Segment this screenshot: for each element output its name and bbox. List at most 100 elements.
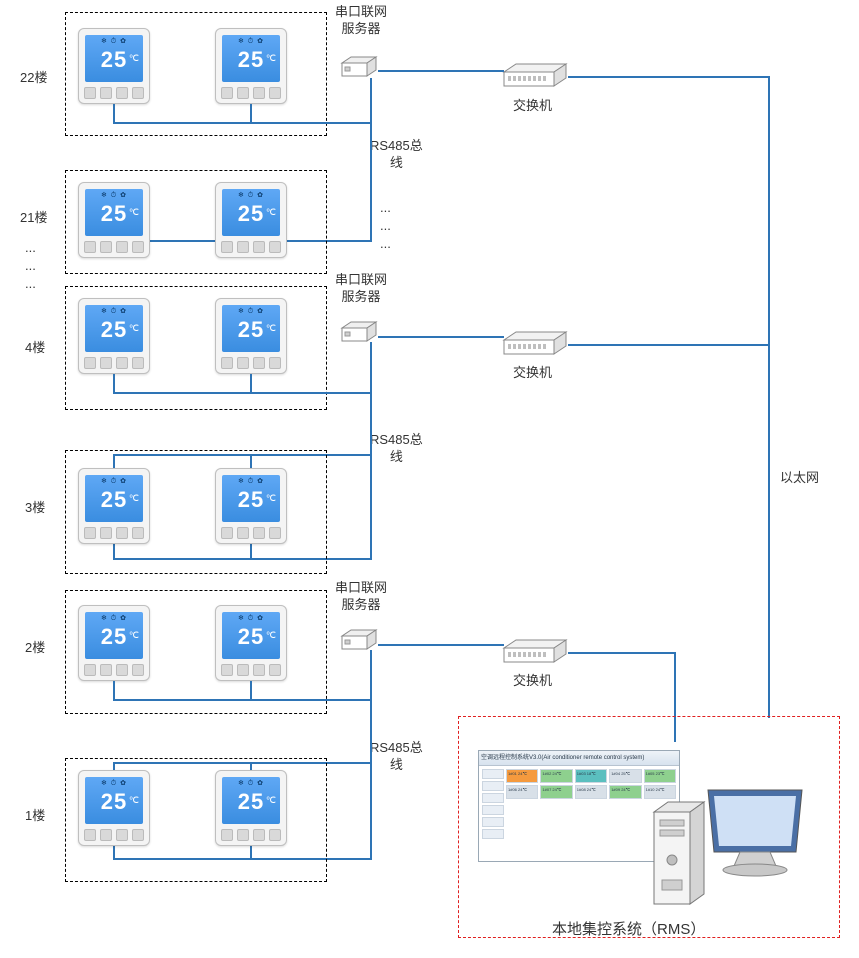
thermostat-icons: ❄ ⏱ ✿ [222, 779, 280, 788]
rms-tile: 1#01 24℃ [506, 769, 538, 783]
floor-label-floor-22: 22楼 [20, 70, 47, 87]
rms-tile: 1#04 25℃ [609, 769, 641, 783]
rms-tile: 1#03 18℃ [575, 769, 607, 783]
rs485-line [113, 104, 115, 124]
floor-label-floor-3: 3楼 [25, 500, 45, 517]
thermostat-icons: ❄ ⏱ ✿ [222, 614, 280, 623]
thermostat-icons: ❄ ⏱ ✿ [85, 191, 143, 200]
thermostat-device: ❄ ⏱ ✿25℃ [78, 182, 150, 258]
thermostat-unit: ℃ [129, 493, 139, 504]
switch-icon [500, 330, 570, 360]
thermostat-buttons [84, 241, 144, 253]
switch-icon [500, 62, 570, 92]
diagram-canvas: 22楼 ❄ ⏱ ✿25℃ ❄ ⏱ ✿25℃ 串口联网 服务器 交换机 RS485总 线… [0, 0, 859, 958]
thermostat-device: ❄ ⏱ ✿25℃ [78, 605, 150, 681]
thermostat-icons: ❄ ⏱ ✿ [222, 191, 280, 200]
rs485-line [250, 104, 252, 124]
thermostat-device: ❄ ⏱ ✿25℃ [215, 605, 287, 681]
thermostat-device: ❄ ⏱ ✿25℃ [215, 182, 287, 258]
thermostat-unit: ℃ [129, 53, 139, 64]
rs485-line [113, 374, 115, 394]
thermostat-unit: ℃ [129, 207, 139, 218]
serial-server-icon [339, 628, 379, 653]
thermostat-unit: ℃ [129, 630, 139, 641]
switch-label: 交换机 [513, 98, 552, 115]
rs485-line [370, 762, 372, 860]
ethernet-line [568, 344, 770, 346]
thermostat-buttons [221, 241, 281, 253]
ethernet-line [568, 76, 770, 78]
rs485-bus-label: RS485总 线 [370, 432, 423, 466]
rs485-line [370, 342, 372, 456]
thermostat-unit: ℃ [266, 323, 276, 334]
thermostat-icons: ❄ ⏱ ✿ [222, 37, 280, 46]
switch-label: 交换机 [513, 365, 552, 382]
thermostat-buttons [221, 664, 281, 676]
thermostat-icons: ❄ ⏱ ✿ [85, 614, 143, 623]
thermostat-device: ❄ ⏱ ✿25℃ [215, 770, 287, 846]
ethernet-backbone [768, 76, 770, 654]
rs485-line [113, 392, 372, 394]
thermostat-buttons [84, 664, 144, 676]
thermostat-icons: ❄ ⏱ ✿ [85, 37, 143, 46]
thermostat-device: ❄ ⏱ ✿25℃ [215, 298, 287, 374]
thermostat-unit: ℃ [266, 630, 276, 641]
rs485-line [370, 454, 372, 560]
thermostat-icons: ❄ ⏱ ✿ [222, 477, 280, 486]
thermostat-buttons [221, 527, 281, 539]
serial-server-label: 串口联网 服务器 [335, 4, 387, 38]
thermostat-device: ❄ ⏱ ✿25℃ [78, 468, 150, 544]
switch-icon [500, 638, 570, 668]
thermostat-device: ❄ ⏱ ✿25℃ [78, 28, 150, 104]
ethernet-line [378, 70, 504, 72]
thermostat-buttons [221, 357, 281, 369]
rms-tile: 1#02 24℃ [540, 769, 572, 783]
rs485-line [113, 122, 372, 124]
ellipsis: ... [380, 218, 391, 235]
ellipsis: ... [25, 276, 36, 293]
thermostat-device: ❄ ⏱ ✿25℃ [78, 298, 150, 374]
rms-panel-sidenav [482, 769, 504, 839]
thermostat-device: ❄ ⏱ ✿25℃ [78, 770, 150, 846]
serial-server-label: 串口联网 服务器 [335, 272, 387, 306]
ellipsis: ... [25, 258, 36, 275]
rs485-line [113, 681, 115, 701]
thermostat-buttons [84, 829, 144, 841]
floor-label-floor-21: 21楼 [20, 210, 47, 227]
thermostat-buttons [221, 829, 281, 841]
thermostat-icons: ❄ ⏱ ✿ [85, 779, 143, 788]
thermostat-buttons [84, 357, 144, 369]
thermostat-icons: ❄ ⏱ ✿ [222, 307, 280, 316]
rms-tile: 1#05 23℃ [644, 769, 676, 783]
serial-server-icon [339, 320, 379, 345]
rms-tile: 1#09 24℃ [609, 785, 641, 799]
ellipsis: ... [380, 200, 391, 217]
thermostat-buttons [221, 87, 281, 99]
switch-label: 交换机 [513, 673, 552, 690]
rms-tile: 1#10 24℃ [644, 785, 676, 799]
thermostat-unit: ℃ [266, 53, 276, 64]
thermostat-unit: ℃ [266, 493, 276, 504]
rs485-line [370, 78, 372, 158]
serial-server-label: 串口联网 服务器 [335, 580, 387, 614]
ellipsis: ... [25, 240, 36, 257]
rs485-line [113, 699, 372, 701]
thermostat-icons: ❄ ⏱ ✿ [85, 307, 143, 316]
ethernet-line [568, 652, 676, 654]
ethernet-line [378, 644, 504, 646]
floor-label-floor-4: 4楼 [25, 340, 45, 357]
ellipsis: ... [380, 236, 391, 253]
thermostat-device: ❄ ⏱ ✿25℃ [215, 468, 287, 544]
rs485-line [370, 650, 372, 764]
floor-label-floor-2: 2楼 [25, 640, 45, 657]
thermostat-unit: ℃ [129, 323, 139, 334]
thermostat-unit: ℃ [129, 795, 139, 806]
thermostat-unit: ℃ [266, 207, 276, 218]
rms-tile: 1#06 24℃ [506, 785, 538, 799]
rms-label: 本地集控系统（RMS） [552, 920, 705, 940]
ethernet-label: 以太网 [780, 470, 819, 487]
thermostat-device: ❄ ⏱ ✿25℃ [215, 28, 287, 104]
thermostat-unit: ℃ [266, 795, 276, 806]
ethernet-line [378, 336, 504, 338]
serial-server-icon [339, 55, 379, 80]
